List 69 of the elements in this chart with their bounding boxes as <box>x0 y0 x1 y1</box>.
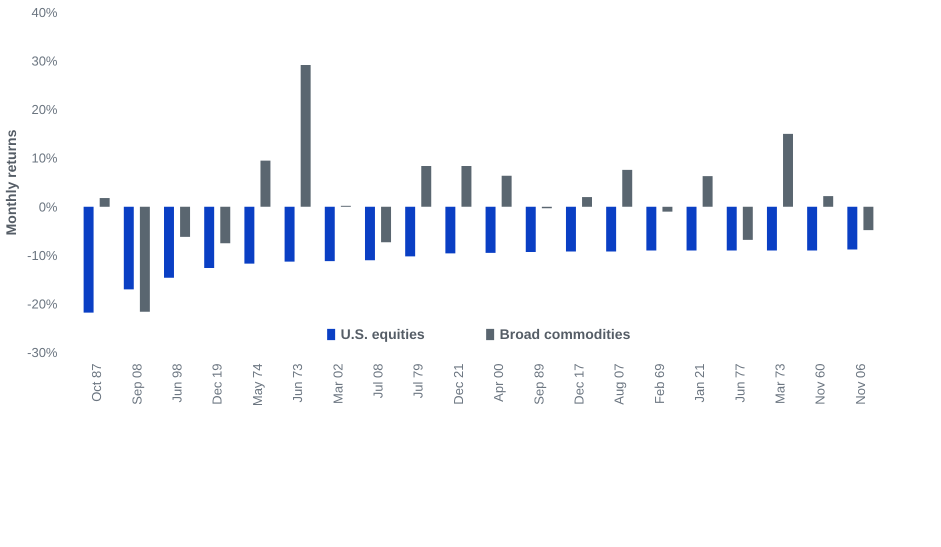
bar <box>84 206 94 313</box>
bar <box>847 206 858 250</box>
bar <box>381 206 392 242</box>
bar <box>204 206 214 268</box>
x-tick-label: Apr 00 <box>491 363 506 402</box>
legend-label: Broad commodities <box>500 326 630 342</box>
bar <box>300 64 311 207</box>
bar <box>823 196 834 207</box>
x-tick-label: Mar 02 <box>330 363 346 404</box>
bar <box>783 134 793 207</box>
bar <box>702 176 713 207</box>
x-tick-label: Jun 73 <box>290 363 306 403</box>
y-tick-label: 10% <box>31 150 58 166</box>
bar <box>646 206 656 250</box>
bar <box>622 170 632 207</box>
bar <box>582 197 592 207</box>
x-tick-label: Oct 87 <box>89 364 104 402</box>
bar <box>284 206 295 262</box>
x-tick-label: Nov 60 <box>812 363 828 405</box>
bar <box>244 206 254 264</box>
x-tick-label: Sep 08 <box>129 364 144 405</box>
x-tick-label: May 74 <box>250 363 265 406</box>
x-tick-label: Feb 69 <box>652 363 667 404</box>
bar <box>526 206 536 252</box>
bar <box>807 206 818 250</box>
y-tick-label: 40% <box>31 5 58 20</box>
bar <box>220 206 230 244</box>
y-tick-label: 0% <box>38 199 58 214</box>
y-tick-label: -20% <box>27 296 58 312</box>
y-tick-label: -10% <box>27 248 58 263</box>
bar <box>726 206 737 250</box>
y-tick-label: 20% <box>31 102 58 118</box>
bar <box>260 160 270 207</box>
bar <box>421 166 432 207</box>
x-tick-label: Aug 07 <box>612 364 627 405</box>
bar <box>766 206 777 250</box>
bar <box>180 206 190 237</box>
x-tick-label: Mar 73 <box>772 363 788 404</box>
bar <box>324 206 335 262</box>
legend-label: U.S. equities <box>340 326 425 342</box>
bar <box>124 206 134 290</box>
bar <box>606 206 616 252</box>
x-tick-label: Dec 17 <box>571 363 586 405</box>
bar <box>502 176 512 207</box>
x-tick-label: Jan 21 <box>692 363 708 403</box>
bar <box>164 206 174 278</box>
x-tick-label: Jun 77 <box>732 363 748 403</box>
y-tick-label: -30% <box>27 345 58 360</box>
x-tick-label: Jul 08 <box>370 363 386 398</box>
x-tick-label: Dec 19 <box>210 363 225 405</box>
bar <box>445 206 456 254</box>
y-axis-title: Monthly returns <box>3 129 20 236</box>
bar <box>405 206 416 256</box>
x-tick-label: Jun 98 <box>170 363 185 403</box>
bar <box>461 166 472 207</box>
bar <box>686 206 697 250</box>
x-tick-label: Nov 06 <box>852 363 868 405</box>
bar <box>662 206 672 212</box>
y-tick-label: 30% <box>31 54 58 69</box>
bar <box>364 206 375 260</box>
x-tick-label: Jul 79 <box>410 363 426 398</box>
x-tick-label: Dec 21 <box>450 363 466 405</box>
bar <box>100 198 110 207</box>
bar <box>140 206 150 312</box>
bar <box>566 206 576 252</box>
x-tick-label: Sep 89 <box>531 364 546 405</box>
bar <box>486 206 496 253</box>
bar <box>742 206 753 240</box>
bar <box>863 206 874 230</box>
